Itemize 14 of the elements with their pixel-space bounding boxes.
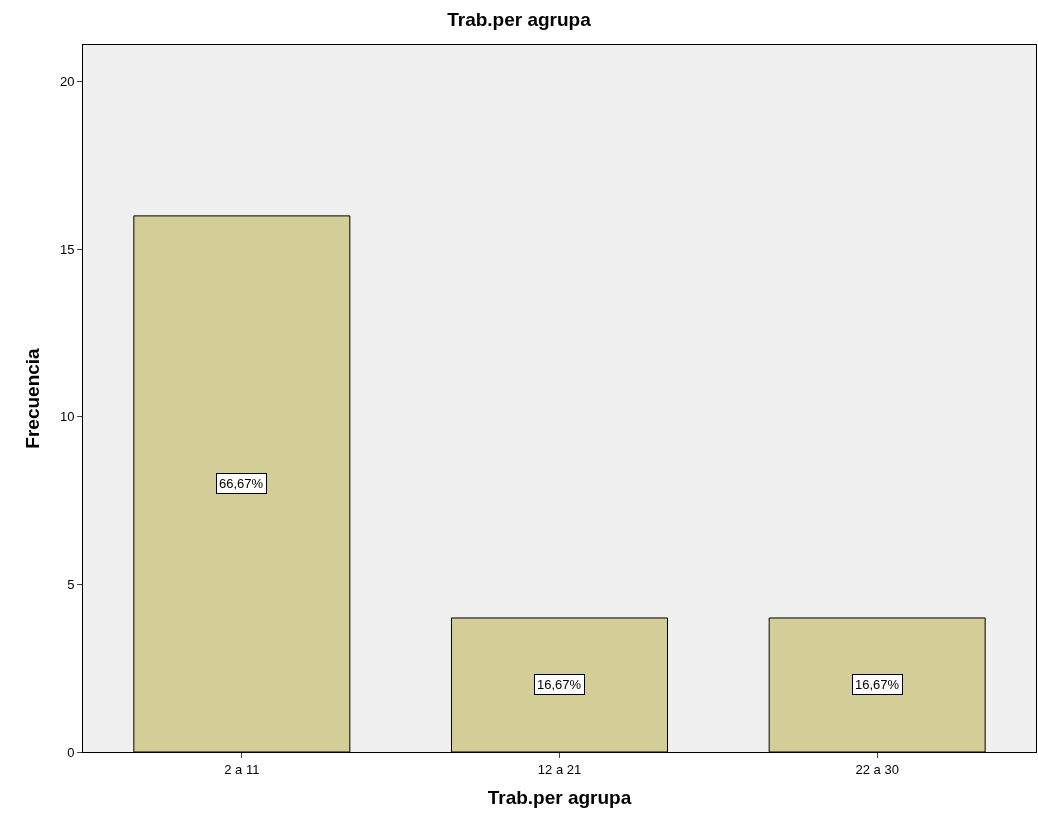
x-tick-label: 12 a 21 bbox=[537, 761, 582, 777]
y-tick-label: 10 bbox=[59, 409, 75, 425]
annotation: 66,67% bbox=[219, 476, 264, 491]
y-tick-label: 5 bbox=[67, 577, 75, 593]
y-tick-label: 20 bbox=[59, 74, 75, 90]
annotation: 16,67% bbox=[855, 677, 900, 692]
x-tick-label: 2 a 11 bbox=[224, 761, 260, 777]
x-axis-title: Trab.per agrupa bbox=[487, 787, 632, 809]
y-tick-label: 15 bbox=[59, 241, 75, 257]
chart-title: Trab.per agrupa bbox=[447, 8, 592, 30]
x-tick-label: 22 a 30 bbox=[855, 761, 899, 777]
y-axis-title: Frecuencia bbox=[21, 347, 43, 449]
y-tick-label: 0 bbox=[67, 744, 75, 760]
annotation: 16,67% bbox=[537, 677, 582, 692]
